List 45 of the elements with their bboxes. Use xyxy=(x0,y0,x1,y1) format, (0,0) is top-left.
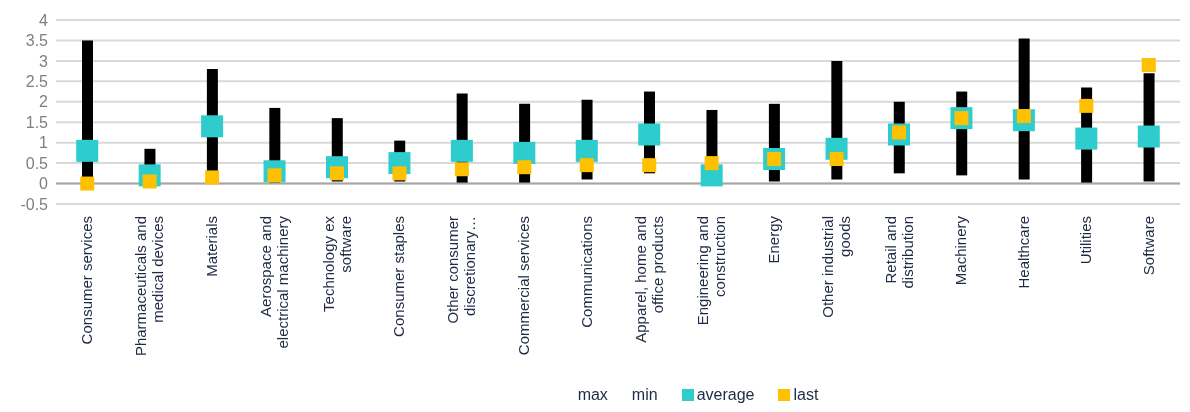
y-tick-label: 4 xyxy=(39,11,49,29)
point xyxy=(642,158,657,173)
point xyxy=(450,139,473,162)
point xyxy=(205,170,220,185)
y-tick-label: 1 xyxy=(39,134,49,152)
point xyxy=(704,156,719,171)
y-tick-label: 3 xyxy=(39,52,49,70)
x-tick-label: Commercial services xyxy=(515,216,533,356)
point xyxy=(1141,57,1156,72)
legend-label: average xyxy=(695,386,755,404)
y-tick-label: 1.5 xyxy=(25,113,49,131)
point xyxy=(454,162,469,177)
x-tick-label: Other consumer discretionary… xyxy=(444,216,479,324)
x-tick-label: Apparel, home and office products xyxy=(631,216,666,343)
x-tick-label: Other industrial goods xyxy=(819,216,854,318)
x-tick-label: Consumer services xyxy=(78,216,96,345)
point xyxy=(80,176,95,191)
x-tick-label: Utilities xyxy=(1077,216,1095,265)
x-tick-label: Pharmaceuticals and medical devices xyxy=(132,216,167,357)
x-tick-label: Energy xyxy=(765,215,783,264)
point xyxy=(579,158,594,173)
text: min xyxy=(631,386,658,404)
y-tick-label: 2.5 xyxy=(25,73,49,91)
point xyxy=(638,123,661,146)
x-tick-label: Communications xyxy=(577,216,595,328)
point xyxy=(76,139,99,162)
y-tick-label: 0.5 xyxy=(25,154,49,172)
x-tick-label: Materials xyxy=(203,216,221,277)
point xyxy=(392,166,407,181)
point xyxy=(201,115,224,138)
x-tick-label: Machinery xyxy=(952,215,970,286)
x-tick-label: Healthcare xyxy=(1014,216,1032,289)
point xyxy=(517,160,532,175)
legend-label: last xyxy=(792,386,819,404)
y-tick-label: 2 xyxy=(39,93,49,111)
text: max xyxy=(577,386,608,404)
x-tick-label: Consumer staples xyxy=(390,216,408,337)
point xyxy=(1075,127,1098,150)
y-tick-label: 3.5 xyxy=(25,32,49,50)
point xyxy=(829,152,844,167)
y-tick-label: 0 xyxy=(39,175,49,193)
point xyxy=(1079,98,1094,113)
point xyxy=(1137,125,1160,148)
y-tick-label: -0.5 xyxy=(20,195,49,213)
x-tick-label: Software xyxy=(1139,216,1157,276)
